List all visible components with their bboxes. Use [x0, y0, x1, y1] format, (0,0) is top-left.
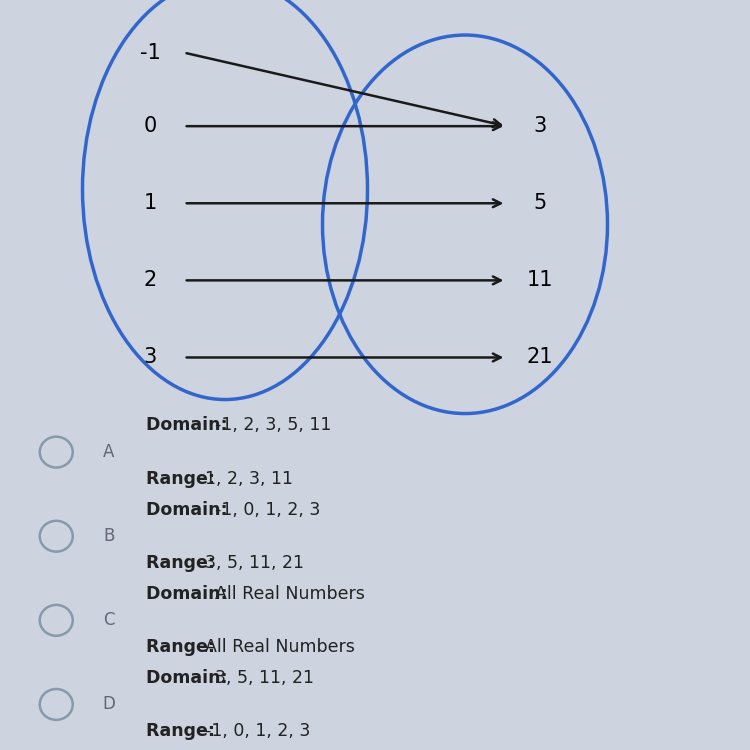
- Text: Domain:: Domain:: [146, 669, 234, 687]
- Text: -1, 0, 1, 2, 3: -1, 0, 1, 2, 3: [215, 500, 321, 518]
- Text: Range:: Range:: [146, 470, 221, 488]
- Text: 3: 3: [143, 347, 157, 368]
- Text: Range:: Range:: [146, 722, 221, 740]
- Text: C: C: [103, 611, 115, 629]
- Text: Range:: Range:: [146, 638, 221, 656]
- Text: Domain:: Domain:: [146, 500, 234, 518]
- Text: -1, 0, 1, 2, 3: -1, 0, 1, 2, 3: [205, 722, 310, 740]
- Text: 2: 2: [143, 270, 157, 290]
- Text: 3, 5, 11, 21: 3, 5, 11, 21: [205, 554, 304, 572]
- Text: 21: 21: [526, 347, 554, 368]
- Text: -1: -1: [140, 43, 160, 62]
- Text: B: B: [103, 527, 115, 545]
- Text: 3: 3: [533, 116, 547, 136]
- Text: All Real Numbers: All Real Numbers: [215, 585, 365, 603]
- Text: A: A: [103, 443, 115, 461]
- Text: 1: 1: [143, 194, 157, 213]
- Text: Domain:: Domain:: [146, 585, 234, 603]
- Text: 11: 11: [526, 270, 554, 290]
- Text: -1, 2, 3, 5, 11: -1, 2, 3, 5, 11: [215, 416, 332, 434]
- Text: Domain:: Domain:: [146, 416, 234, 434]
- Text: Range:: Range:: [146, 554, 221, 572]
- Text: 5: 5: [533, 194, 547, 213]
- Text: All Real Numbers: All Real Numbers: [205, 638, 355, 656]
- Text: 3, 5, 11, 21: 3, 5, 11, 21: [215, 669, 314, 687]
- Text: D: D: [102, 695, 116, 713]
- Text: 0: 0: [143, 116, 157, 136]
- Text: 1, 2, 3, 11: 1, 2, 3, 11: [205, 470, 292, 488]
